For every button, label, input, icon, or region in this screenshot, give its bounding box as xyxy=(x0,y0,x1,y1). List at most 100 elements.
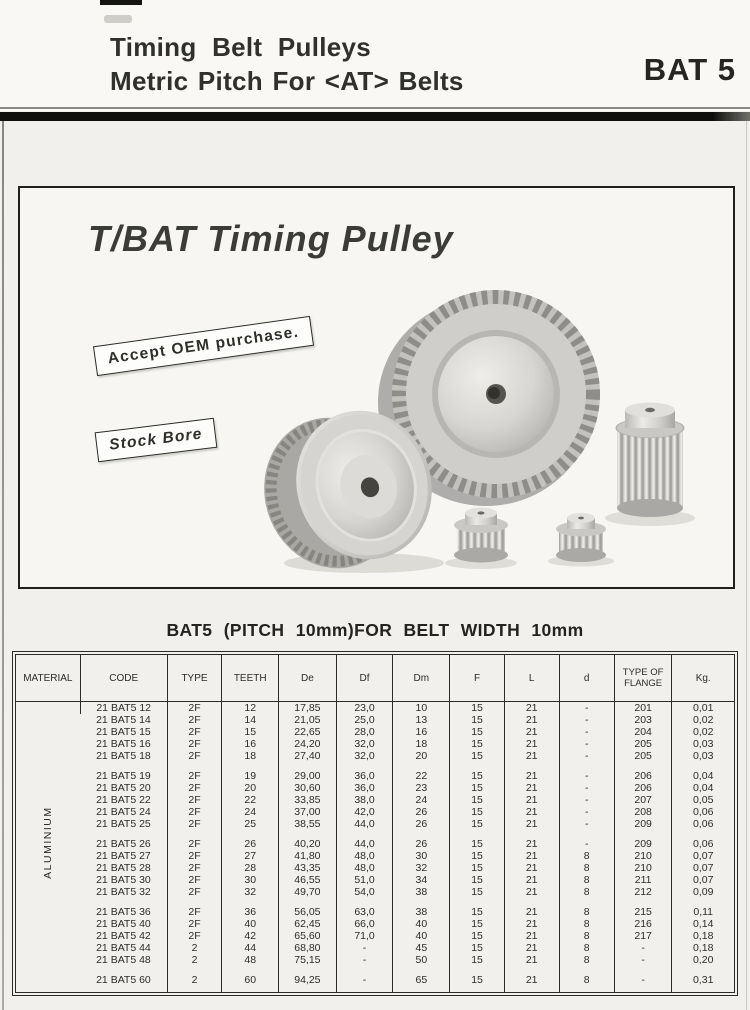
cell-type: 2F xyxy=(166,701,222,714)
cell-flange: 207 xyxy=(613,794,672,806)
spacer-cell xyxy=(558,762,615,770)
cell-dm: 50 xyxy=(392,954,450,966)
cell-code: 21 BAT5 44 xyxy=(96,942,151,954)
cell-de: 62,45 xyxy=(278,918,337,930)
cell-df: 32,0 xyxy=(335,750,393,762)
spacer-cell xyxy=(392,966,450,974)
col-header-material: MATERIAL xyxy=(15,654,81,702)
cell-d: 8 xyxy=(558,874,615,886)
cell-d: 8 xyxy=(558,974,615,986)
cell-l: 21 xyxy=(503,906,560,918)
cell-d: - xyxy=(558,750,615,762)
col-header-flange: TYPE OF FLANGE xyxy=(613,654,672,702)
cell-l: 21 xyxy=(503,930,560,942)
product-title: T/BAT Timing Pulley xyxy=(88,218,454,259)
table-row: 21 BAT5 19 2F 19 29,00 36,0 22 15 21-206 0,04 xyxy=(16,770,735,782)
cell-kg: 0,07 xyxy=(671,862,735,874)
cell-dm: 38 xyxy=(392,886,450,898)
cell-kg: 0,02 xyxy=(671,714,735,726)
table-row: 21 BAT5 16 2F 16 24,20 32,0 18 15 21-205 0,03 xyxy=(16,738,735,750)
cell-f: 15 xyxy=(449,906,505,918)
spacer-cell xyxy=(671,986,735,993)
cell-df: 48,0 xyxy=(335,862,393,874)
spacer-cell xyxy=(503,762,560,770)
cell-code: 21 BAT5 12 xyxy=(79,701,168,714)
cell-code: 21 BAT5 48 xyxy=(96,954,151,966)
spacer-cell xyxy=(278,898,337,906)
cell-l: 21 xyxy=(503,918,560,930)
cell-dm: 18 xyxy=(392,738,450,750)
cell-df: 44,0 xyxy=(335,838,393,850)
cell-type: 2F xyxy=(166,770,222,782)
cell-df: 36,0 xyxy=(335,770,393,782)
cell-df: 42,0 xyxy=(335,806,393,818)
cell-type: 2F xyxy=(166,726,222,738)
small-pulley-left xyxy=(445,507,517,569)
group-spacer-row xyxy=(16,986,735,993)
cell-kg: 0,18 xyxy=(671,942,735,954)
col-header-l: L xyxy=(503,654,560,702)
spacer-cell xyxy=(449,898,505,906)
cell-code: 21 BAT5 20 xyxy=(96,782,151,794)
cell-teeth: 40 xyxy=(221,918,279,930)
table-row: 21 BAT5 30 2F 30 46,55 51,0 34 15 21 8 211 0,07 xyxy=(16,874,735,886)
cell-teeth: 44 xyxy=(221,942,279,954)
spacer-cell xyxy=(392,762,450,770)
cell-df: 51,0 xyxy=(335,874,393,886)
cell-flange: 210 xyxy=(613,862,672,874)
table-row: 21 BAT5 18 2F 18 27,40 32,0 20 15 21-205 0,03 xyxy=(16,750,735,762)
table-row: 21 BAT5 24 2F 24 37,00 42,0 26 15 21-208 0,06 xyxy=(16,806,735,818)
spacer-cell xyxy=(503,830,560,838)
cell-f: 15 xyxy=(449,918,505,930)
cell-de: 41,80 xyxy=(278,850,337,862)
cell-f: 15 xyxy=(449,942,505,954)
spacer-cell xyxy=(503,898,560,906)
spacer-cell xyxy=(278,762,337,770)
cell-df: 44,0 xyxy=(335,818,393,830)
page-edge-shadow-right xyxy=(746,121,747,1010)
cell-d: 8 xyxy=(558,886,615,898)
cell-f: 15 xyxy=(449,806,505,818)
cell-kg: 0,07 xyxy=(671,874,735,886)
cell-de: 37,00 xyxy=(278,806,337,818)
spacer-cell xyxy=(80,898,167,906)
cell-teeth: 36 xyxy=(221,906,279,918)
spacer-cell xyxy=(221,966,279,974)
cell-d: 8 xyxy=(558,930,615,942)
cell-dm: 23 xyxy=(392,782,450,794)
cell-l: 21 xyxy=(503,782,560,794)
table-row: 21 BAT5 60 2 60 94,25-65 15 21 8-0,31 xyxy=(16,974,735,986)
cell-de: 68,80 xyxy=(278,942,337,954)
cell-kg: 0,02 xyxy=(671,726,735,738)
cell-f: 15 xyxy=(449,782,505,794)
cell-df: 38,0 xyxy=(335,794,393,806)
cell-dm: 34 xyxy=(392,874,450,886)
spacer-cell xyxy=(613,762,672,770)
cell-teeth: 20 xyxy=(221,782,279,794)
cell-type: 2F xyxy=(166,738,222,750)
cell-flange: 209 xyxy=(613,818,672,830)
cell-f: 15 xyxy=(449,930,505,942)
cell-de: 33,85 xyxy=(278,794,337,806)
cell-code: 21 BAT5 30 xyxy=(96,874,151,886)
col-header-dm: Dm xyxy=(392,654,450,702)
cell-l: 21 xyxy=(503,974,560,986)
cell-teeth: 27 xyxy=(221,850,279,862)
table-row: 21 BAT5 15 2F 15 22,65 28,0 16 15 21-204 0,02 xyxy=(16,726,735,738)
cell-d: - xyxy=(558,794,615,806)
cell-kg: 0,20 xyxy=(671,954,735,966)
cell-df: 54,0 xyxy=(335,886,393,898)
spacer-cell xyxy=(80,762,167,770)
table-row: 21 BAT5 14 2F 14 21,05 25,0 13 15 21-203 0,02 xyxy=(16,714,735,726)
cell-l: 21 xyxy=(503,874,560,886)
cell-flange: 212 xyxy=(613,886,672,898)
cell-teeth: 25 xyxy=(221,818,279,830)
cell-df: - xyxy=(335,942,393,954)
small-pulley-right xyxy=(548,513,614,567)
cell-flange: - xyxy=(613,974,672,986)
cell-de: 56,05 xyxy=(278,906,337,918)
cell-type: 2 xyxy=(166,942,222,954)
cell-teeth: 48 xyxy=(221,954,279,966)
cell-type: 2F xyxy=(166,782,222,794)
